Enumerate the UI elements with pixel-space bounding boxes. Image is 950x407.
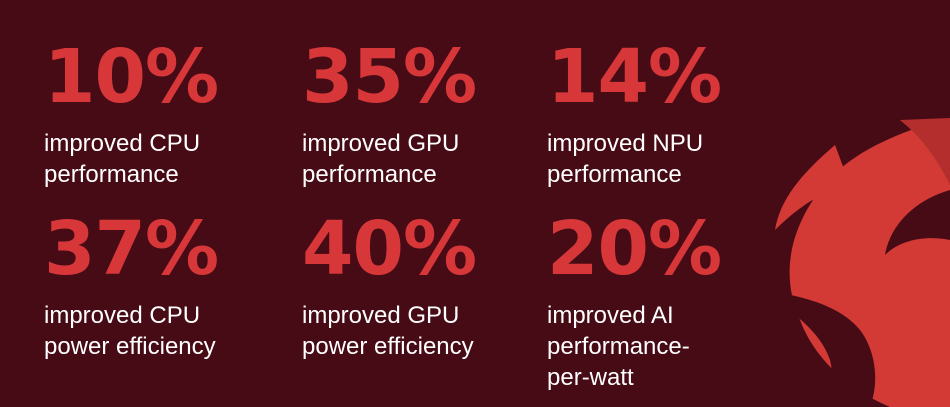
label-line: performance (547, 161, 682, 188)
stat: 40% improved GPU power efficiency (302, 206, 477, 362)
stat-value: 14% (547, 34, 722, 120)
stat: 10% improved CPU performance (44, 34, 219, 190)
label-line: improved CPU (44, 130, 201, 157)
stat: 20% improved AI performance- per-watt (547, 206, 722, 393)
label-line: per-watt (547, 364, 634, 391)
label-line: improved GPU (302, 302, 460, 329)
stat-label: improved CPU power efficiency (44, 300, 218, 362)
label-line: power efficiency (302, 333, 474, 360)
label-line: improved GPU (302, 130, 460, 157)
label-line: power efficiency (44, 333, 216, 360)
stat-label: improved GPU performance (302, 128, 476, 190)
label-line: improved CPU (44, 302, 201, 329)
stat-label: improved GPU power efficiency (302, 300, 476, 362)
stat-value: 20% (547, 206, 722, 292)
stat-value: 35% (302, 34, 477, 120)
stat-label: improved CPU performance (44, 128, 218, 190)
stat: 35% improved GPU performance (302, 34, 477, 190)
label-line: performance (302, 161, 437, 188)
label-line: improved AI (547, 302, 674, 329)
stat-label: improved NPU performance (547, 128, 721, 190)
stat: 14% improved NPU performance (547, 34, 722, 190)
label-line: performance- (547, 333, 690, 360)
stat-value: 10% (44, 34, 219, 120)
stat-value: 37% (44, 206, 219, 292)
stat-label: improved AI performance- per-watt (547, 300, 721, 393)
stat: 37% improved CPU power efficiency (44, 206, 219, 362)
label-line: improved NPU (547, 130, 704, 157)
stat-value: 40% (302, 206, 477, 292)
label-line: performance (44, 161, 179, 188)
